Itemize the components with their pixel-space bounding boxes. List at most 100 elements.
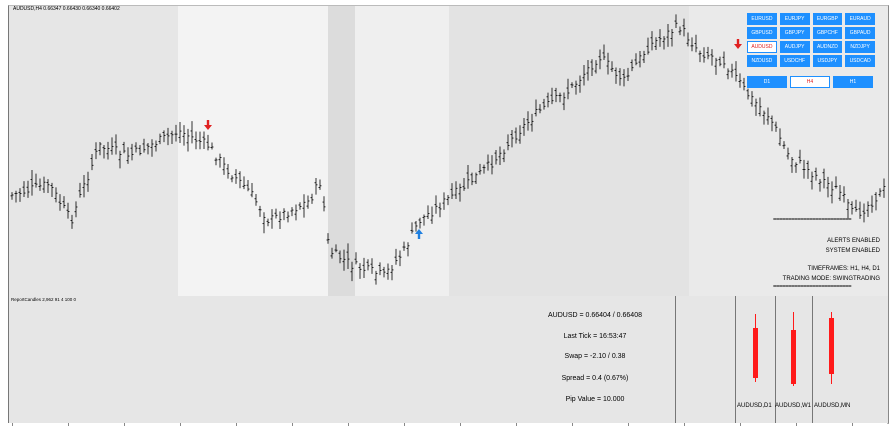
ohlc-bar <box>346 243 350 270</box>
ohlc-bar <box>730 63 734 78</box>
timeframe-button-h4[interactable]: H4 <box>790 76 830 88</box>
ohlc-bar <box>526 111 530 131</box>
price-chart[interactable]: AUDUSD,H4 0.66347 0.66430 0.66340 0.6640… <box>8 5 889 297</box>
ohlc-bars <box>10 14 886 285</box>
ohlc-bar <box>170 130 174 144</box>
time-tick <box>124 423 125 426</box>
ohlc-bar <box>422 214 426 226</box>
ohlc-bar <box>658 29 662 47</box>
swap: Swap = -2.10 / 0.38 <box>564 353 626 360</box>
ohlc-bar <box>878 188 882 197</box>
ohlc-bar <box>662 36 666 50</box>
ohlc-bar <box>670 28 674 47</box>
ohlc-bar <box>850 201 854 215</box>
ohlc-bar <box>542 98 546 110</box>
ohlc-bar <box>254 194 258 206</box>
ohlc-bar <box>26 180 30 198</box>
ohlc-bar <box>322 196 326 212</box>
timeframe-button-h1[interactable]: H1 <box>833 76 873 88</box>
pair-button-gbpjpy[interactable]: GBPJPY <box>779 27 810 39</box>
ohlc-bar <box>46 179 50 193</box>
ohlc-bar <box>806 160 810 179</box>
time-tick <box>68 423 69 426</box>
ohlc-bar <box>78 182 82 198</box>
ohlc-bar <box>678 26 682 36</box>
buy-arrow-icon <box>415 229 423 239</box>
ohlc-bar <box>118 150 122 169</box>
ohlc-bar <box>146 143 150 155</box>
ohlc-bar <box>354 252 358 265</box>
report-candles-panel: ReportCandles 2,962 91 4 100 0 AUDUSD = … <box>8 296 889 424</box>
ohlc-bar <box>62 196 66 209</box>
ohlc-bar <box>798 149 802 164</box>
ohlc-bar <box>122 141 126 154</box>
ohlc-bar <box>202 131 206 149</box>
trading-mode: TRADING MODE: SWINGTRADING <box>782 276 880 282</box>
time-tick <box>740 423 741 426</box>
time-tick <box>12 423 13 426</box>
pair-button-nzdjpy[interactable]: NZDJPY <box>845 41 876 53</box>
ohlc-bar <box>390 265 394 281</box>
ohlc-bar <box>734 61 738 82</box>
ohlc-bar <box>10 192 14 200</box>
pair-button-eurjpy[interactable]: EURJPY <box>779 13 810 25</box>
ohlc-bar <box>690 37 694 52</box>
ohlc-bar <box>618 68 622 86</box>
pair-button-gbpchf[interactable]: GBPCHF <box>812 27 843 39</box>
ohlc-bar <box>150 139 154 157</box>
ohlc-bar <box>466 165 470 189</box>
pair-button-gbpaud[interactable]: GBPAUD <box>845 27 875 39</box>
pair-button-euraud[interactable]: EURAUD <box>845 13 875 25</box>
pip-value: Pip Value = 10.000 <box>565 396 625 403</box>
pair-button-eurusd[interactable]: EURUSD <box>747 13 777 25</box>
ohlc-bar <box>126 147 130 164</box>
ohlc-bar <box>286 211 290 223</box>
pair-button-audjpy[interactable]: AUDJPY <box>779 41 810 53</box>
ohlc-bar <box>42 176 46 193</box>
ohlc-bar <box>166 127 170 146</box>
ohlc-bar <box>794 162 798 173</box>
ohlc-bar <box>482 164 486 174</box>
pair-button-usdjpy[interactable]: USDJPY <box>812 55 843 67</box>
ohlc-bar <box>154 140 158 152</box>
ohlc-bar <box>262 212 266 234</box>
ohlc-bar <box>418 217 422 229</box>
ohlc-bar <box>858 201 862 219</box>
pair-button-audusd[interactable]: AUDUSD <box>747 41 777 53</box>
time-tick <box>628 423 629 426</box>
ohlc-bar <box>226 164 230 179</box>
ohlc-bar <box>834 176 838 189</box>
ohlc-bar <box>490 155 494 175</box>
ohlc-bar <box>830 181 834 204</box>
ohlc-bar <box>298 202 302 210</box>
ohlc-bar <box>194 131 198 150</box>
pair-button-audnzd[interactable]: AUDNZD <box>812 41 843 53</box>
ohlc-bar <box>626 67 630 81</box>
ohlc-bar <box>30 170 34 196</box>
ohlc-bar <box>590 59 594 77</box>
timeframe-button-d1[interactable]: D1 <box>747 76 787 88</box>
ohlc-bar <box>102 144 106 159</box>
ohlc-bar <box>290 207 294 217</box>
ohlc-bar <box>714 57 718 75</box>
ohlc-bar <box>634 53 638 66</box>
pair-button-nzdusd[interactable]: NZDUSD <box>747 55 777 67</box>
ohlc-bar <box>450 183 454 199</box>
pair-button-gbpusd[interactable]: GBPUSD <box>747 27 777 39</box>
ohlc-bar <box>610 61 614 72</box>
ohlc-bar <box>410 222 414 234</box>
ohlc-bar <box>650 31 654 51</box>
timeframes-info: TIMEFRAMES: H1, H4, D1 <box>807 266 880 272</box>
pair-button-eurgbp[interactable]: EURGBP <box>812 13 843 25</box>
ohlc-bar <box>74 201 78 218</box>
ohlc-bar <box>342 249 346 271</box>
candle-label-mn: AUDUSD,MN <box>814 403 851 409</box>
session-band <box>689 6 888 296</box>
ohlc-bar <box>382 266 386 278</box>
pair-button-usdchf[interactable]: USDCHF <box>779 55 810 67</box>
ohlc-bar <box>506 134 510 151</box>
ohlc-bar <box>790 156 794 173</box>
ohlc-bar <box>866 201 870 217</box>
ohlc-bar <box>666 23 670 47</box>
pair-button-usdcad[interactable]: USDCAD <box>845 55 875 67</box>
